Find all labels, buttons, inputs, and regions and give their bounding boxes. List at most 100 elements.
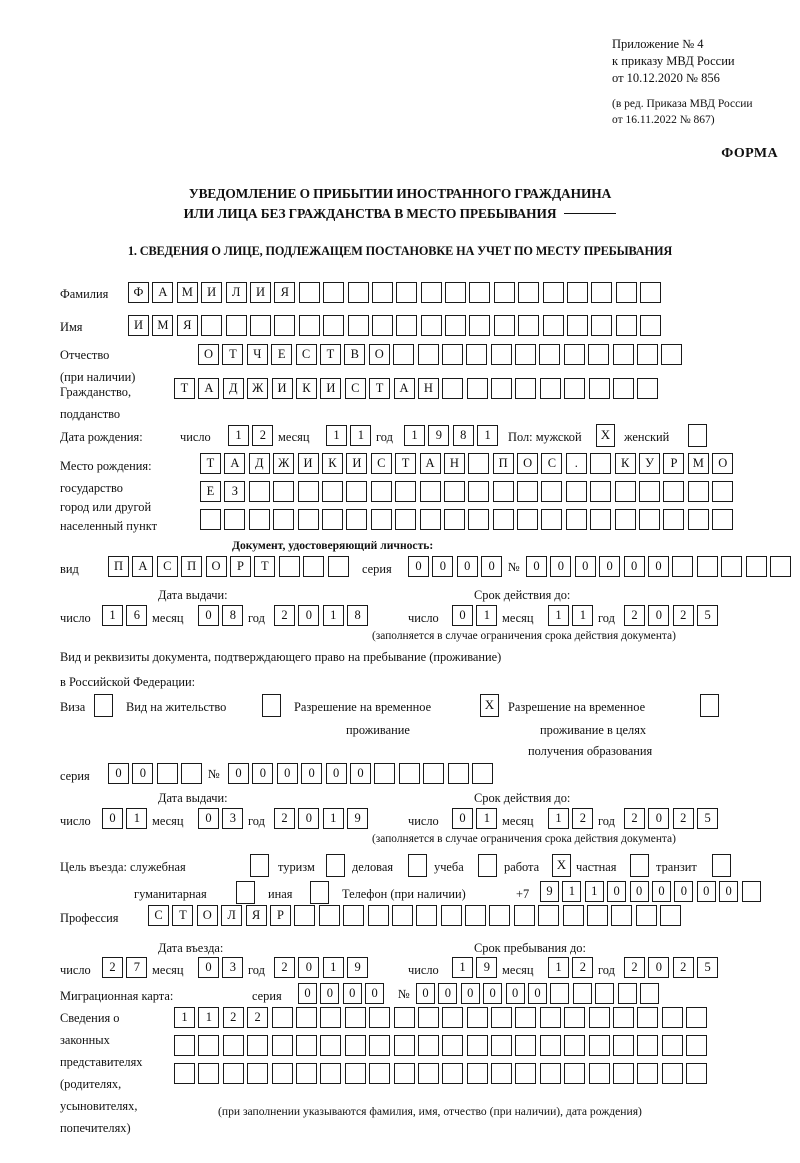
char-cell[interactable]: 1 bbox=[198, 1007, 220, 1028]
char-cell[interactable] bbox=[248, 509, 270, 530]
char-cell[interactable] bbox=[491, 1007, 513, 1028]
char-cell[interactable] bbox=[440, 905, 462, 926]
char-cell[interactable]: 0 bbox=[298, 605, 320, 626]
char-cell[interactable]: 6 bbox=[126, 605, 148, 626]
char-cell[interactable] bbox=[613, 1007, 635, 1028]
char-cell[interactable] bbox=[466, 1063, 488, 1084]
char-cell[interactable]: И bbox=[201, 282, 223, 303]
char-cell[interactable] bbox=[445, 282, 467, 303]
char-cell[interactable]: Т bbox=[254, 556, 276, 577]
char-cell[interactable]: 0 bbox=[648, 808, 670, 829]
char-cell[interactable]: 1 bbox=[126, 808, 148, 829]
char-cell[interactable]: 0 bbox=[198, 808, 219, 829]
char-cell[interactable] bbox=[371, 315, 393, 336]
char-cell[interactable] bbox=[588, 1007, 610, 1028]
char-cell[interactable] bbox=[468, 481, 490, 502]
checkbox-sex-female[interactable] bbox=[688, 424, 707, 447]
char-cell[interactable]: О bbox=[517, 453, 539, 474]
char-cell[interactable]: Т bbox=[222, 344, 244, 365]
char-cell[interactable] bbox=[346, 509, 368, 530]
char-cell[interactable] bbox=[639, 481, 661, 502]
char-cell[interactable]: 0 bbox=[228, 763, 249, 784]
char-cell[interactable] bbox=[613, 1063, 635, 1084]
char-cell[interactable] bbox=[513, 905, 535, 926]
char-cell[interactable]: 2 bbox=[672, 957, 694, 978]
char-cell[interactable]: 1 bbox=[548, 957, 569, 978]
char-cell[interactable]: И bbox=[297, 453, 319, 474]
char-cell[interactable] bbox=[298, 282, 320, 303]
char-cell[interactable] bbox=[441, 344, 463, 365]
char-cell[interactable]: 0 bbox=[481, 556, 503, 577]
char-cell[interactable] bbox=[661, 1063, 683, 1084]
char-cell[interactable]: 1 bbox=[548, 808, 569, 829]
char-cell[interactable] bbox=[637, 344, 659, 365]
char-cell[interactable] bbox=[298, 315, 320, 336]
char-cell[interactable]: И bbox=[320, 378, 342, 399]
char-cell[interactable]: С bbox=[156, 556, 178, 577]
char-cell[interactable] bbox=[712, 481, 734, 502]
char-cell[interactable] bbox=[247, 1063, 269, 1084]
char-cell[interactable] bbox=[614, 481, 636, 502]
char-cell[interactable]: И bbox=[271, 378, 293, 399]
char-cell[interactable] bbox=[611, 905, 633, 926]
char-cell[interactable]: К bbox=[614, 453, 636, 474]
char-cell[interactable] bbox=[517, 481, 539, 502]
char-cell[interactable] bbox=[396, 315, 418, 336]
char-cell[interactable]: 0 bbox=[132, 763, 154, 784]
char-cell[interactable] bbox=[590, 509, 612, 530]
char-cell[interactable]: М bbox=[152, 315, 174, 336]
char-cell[interactable] bbox=[687, 509, 709, 530]
char-cell[interactable] bbox=[590, 453, 612, 474]
char-cell[interactable] bbox=[198, 1063, 220, 1084]
char-cell[interactable] bbox=[393, 1063, 415, 1084]
checkbox-purpose-official[interactable] bbox=[250, 854, 269, 877]
char-cell[interactable] bbox=[174, 1063, 195, 1084]
char-cell[interactable] bbox=[491, 1063, 513, 1084]
char-cell[interactable] bbox=[613, 378, 635, 399]
char-cell[interactable]: 3 bbox=[222, 957, 244, 978]
char-cell[interactable] bbox=[564, 1035, 586, 1056]
char-cell[interactable]: Р bbox=[229, 556, 251, 577]
char-cell[interactable]: 0 bbox=[574, 556, 596, 577]
char-cell[interactable]: 2 bbox=[252, 425, 274, 446]
char-cell[interactable]: 0 bbox=[674, 881, 694, 902]
char-cell[interactable]: Е bbox=[271, 344, 293, 365]
char-cell[interactable]: . bbox=[565, 453, 587, 474]
char-cell[interactable]: 9 bbox=[347, 808, 369, 829]
char-cell[interactable]: 9 bbox=[540, 881, 559, 902]
char-cell[interactable] bbox=[661, 1007, 683, 1028]
char-cell[interactable] bbox=[542, 282, 564, 303]
char-cell[interactable] bbox=[320, 1035, 342, 1056]
char-cell[interactable]: Л bbox=[225, 282, 247, 303]
char-cell[interactable] bbox=[442, 1007, 464, 1028]
char-cell[interactable]: 0 bbox=[252, 763, 274, 784]
char-cell[interactable]: С bbox=[370, 453, 392, 474]
char-cell[interactable] bbox=[247, 1035, 269, 1056]
char-cell[interactable] bbox=[640, 315, 662, 336]
char-cell[interactable] bbox=[637, 1063, 659, 1084]
char-cell[interactable] bbox=[248, 481, 270, 502]
char-cell[interactable]: 2 bbox=[274, 808, 295, 829]
char-cell[interactable] bbox=[687, 481, 709, 502]
checkbox-sex-male[interactable]: X bbox=[596, 424, 615, 447]
char-cell[interactable] bbox=[640, 282, 662, 303]
char-cell[interactable]: Р bbox=[269, 905, 291, 926]
char-cell[interactable] bbox=[515, 378, 537, 399]
char-cell[interactable] bbox=[225, 315, 247, 336]
checkbox-temp-residence[interactable]: X bbox=[480, 694, 499, 717]
char-cell[interactable]: 0 bbox=[198, 957, 219, 978]
char-cell[interactable]: Я bbox=[245, 905, 267, 926]
char-cell[interactable]: 9 bbox=[476, 957, 498, 978]
char-cell[interactable] bbox=[615, 315, 637, 336]
char-cell[interactable]: 2 bbox=[274, 605, 295, 626]
char-cell[interactable]: 0 bbox=[416, 983, 435, 1004]
char-cell[interactable] bbox=[686, 1063, 708, 1084]
char-cell[interactable]: 1 bbox=[228, 425, 249, 446]
char-cell[interactable]: А bbox=[132, 556, 154, 577]
char-cell[interactable] bbox=[271, 1035, 293, 1056]
